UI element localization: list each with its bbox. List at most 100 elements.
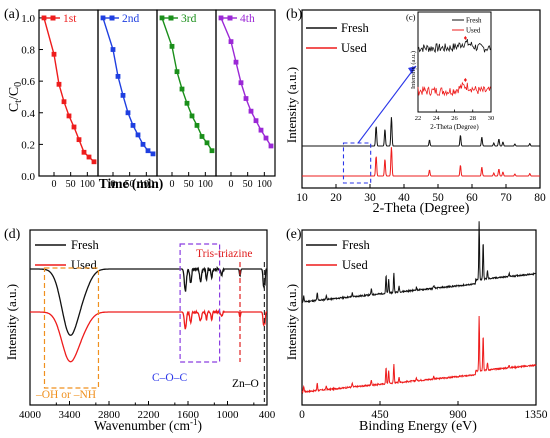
x-tick-label: 0 bbox=[229, 179, 234, 190]
x-tick-label: 0 bbox=[299, 409, 305, 421]
data-point bbox=[51, 51, 57, 57]
x-tick-label: 0 bbox=[170, 179, 175, 190]
y-tick-label: 0.4 bbox=[21, 108, 35, 120]
data-point bbox=[258, 127, 264, 133]
subplot-frame-4 bbox=[215, 9, 276, 177]
series-line-Used bbox=[30, 308, 267, 363]
inset-x-tick-label: 24 bbox=[433, 115, 440, 122]
legend-label: 3rd bbox=[181, 13, 197, 25]
oh-nh-box bbox=[43, 267, 100, 389]
panel-a-y-label: Ct/C0 bbox=[7, 82, 24, 112]
data-point bbox=[268, 143, 274, 149]
data-point bbox=[56, 81, 62, 87]
inset-legend-label: Used bbox=[466, 27, 481, 35]
panel-d-y-label: Intensity (a.u.) bbox=[4, 284, 19, 360]
coc-box bbox=[179, 243, 221, 363]
panel-b-frame bbox=[301, 9, 541, 189]
data-point bbox=[218, 15, 224, 21]
x-tick-label: 100 bbox=[257, 179, 272, 190]
panel-b-y-label: Intensity (a.u.) bbox=[284, 67, 299, 143]
data-point bbox=[91, 159, 97, 165]
zoom-region-box bbox=[342, 142, 372, 184]
series-line-Used bbox=[301, 315, 537, 394]
inset-x-label: 2-Theta (Degree) bbox=[430, 123, 479, 131]
data-point bbox=[174, 69, 180, 75]
panel-d-x-ticks: 4000 3400 2800 2200 1600 1000 400 bbox=[19, 401, 276, 421]
data-point bbox=[199, 134, 205, 139]
inset-y-label: Intensity (a.u.) bbox=[410, 51, 417, 89]
x-tick-label: 450 bbox=[371, 409, 389, 421]
x-tick-label: 3400 bbox=[59, 409, 82, 421]
data-point bbox=[41, 15, 47, 21]
data-point bbox=[71, 124, 77, 130]
plot-frame bbox=[301, 229, 537, 406]
inset-x-tick-label: 28 bbox=[470, 115, 477, 122]
x-tick-label: 1000 bbox=[217, 409, 240, 421]
series-line-Fresh bbox=[301, 221, 537, 304]
x-tick-label: 40 bbox=[398, 192, 410, 204]
data-point bbox=[248, 108, 254, 114]
legend-label: 2nd bbox=[122, 13, 140, 25]
x-tick-label: 100 bbox=[80, 179, 95, 190]
panel-a: (a) 0.0 0.2 0.4 0.6 0.8 1.0 0 50 100 0 50 100 0 50 10… bbox=[4, 7, 276, 191]
data-point bbox=[179, 86, 185, 92]
panel-b-series bbox=[302, 65, 540, 184]
legend-label: Used bbox=[342, 258, 368, 272]
panel-e-series bbox=[301, 221, 537, 394]
panel-e-x-label: Binding Energy (eV) bbox=[359, 419, 477, 434]
legend-marker bbox=[50, 15, 56, 21]
panel-a-x-ticks: 0 50 100 0 50 100 0 50 100 0 50 100 bbox=[52, 172, 272, 190]
legend-label: 1st bbox=[63, 13, 77, 25]
subplot-frame-1 bbox=[38, 9, 99, 177]
panel-b-inset: (c) 22 24 26 28 30 2-Theta (Degree) Intensity (… bbox=[406, 11, 495, 131]
data-point bbox=[110, 47, 116, 52]
panel-e-legend: Fresh Used bbox=[306, 238, 371, 272]
x-tick-label: 0 bbox=[111, 179, 116, 190]
data-point bbox=[135, 132, 141, 138]
data-point bbox=[76, 137, 82, 143]
panel-a-y-ticks: 0.0 0.2 0.4 0.6 0.8 1.0 bbox=[21, 13, 43, 183]
legend-label: Used bbox=[341, 41, 367, 55]
y-tick-label: 0.2 bbox=[21, 139, 35, 151]
y-tick-label: 0.8 bbox=[21, 45, 35, 57]
inset-peak-marker: ♦ bbox=[464, 34, 468, 42]
legend-label: Fresh bbox=[71, 238, 100, 252]
series-line-1st bbox=[43, 17, 95, 163]
y-tick-label: 1.0 bbox=[21, 13, 35, 25]
inset-series-Used bbox=[417, 81, 491, 97]
panel-b-x-ticks: 10 20 30 40 50 60 70 80 bbox=[296, 184, 546, 204]
x-tick-label: 60 bbox=[466, 192, 478, 204]
data-point bbox=[238, 80, 244, 86]
x-tick-label: 70 bbox=[500, 192, 512, 204]
data-point bbox=[228, 39, 234, 45]
panel-d-annotations: –OH or –NH C–O–C Tris-triazine Zn–O bbox=[35, 243, 265, 402]
panel-a-x-label: Time (min) bbox=[99, 176, 164, 191]
y-tick-label: 0.0 bbox=[21, 171, 35, 183]
x-tick-label: 900 bbox=[449, 409, 467, 421]
data-point bbox=[184, 100, 190, 106]
inset-x-tick-label: 30 bbox=[488, 115, 495, 122]
inset-panel-label: (c) bbox=[406, 12, 416, 22]
x-tick-label: 4000 bbox=[19, 409, 42, 421]
x-tick-label: 2200 bbox=[138, 409, 161, 421]
data-point bbox=[66, 113, 72, 119]
panel-d-x-label: Wavenumber (cm-1) bbox=[94, 417, 202, 433]
zoom-arrow-line bbox=[357, 65, 417, 144]
zn-o-label: Zn–O bbox=[232, 378, 259, 390]
panel-label-a: (a) bbox=[4, 7, 20, 22]
panel-d: (d) 4000 3400 2800 2200 1600 1000 400 Fresh Use… bbox=[4, 227, 276, 433]
zoom-arrow-head bbox=[408, 66, 416, 74]
series-line-Fresh bbox=[302, 117, 540, 147]
panel-e: (e) 0 450 900 1350 Fresh Used Binding Energy… bbox=[284, 221, 548, 434]
legend-label: Used bbox=[71, 258, 97, 272]
data-point bbox=[204, 140, 210, 146]
legend-label: Fresh bbox=[342, 238, 371, 252]
panel-b-legend: Fresh Used bbox=[306, 21, 370, 55]
panel-d-legend: Fresh Used bbox=[35, 238, 100, 272]
data-point bbox=[209, 148, 215, 154]
series-line-4th bbox=[220, 17, 272, 147]
data-point bbox=[189, 113, 195, 119]
panel-a-frame bbox=[38, 9, 276, 177]
oh-nh-label: –OH or –NH bbox=[35, 389, 96, 401]
